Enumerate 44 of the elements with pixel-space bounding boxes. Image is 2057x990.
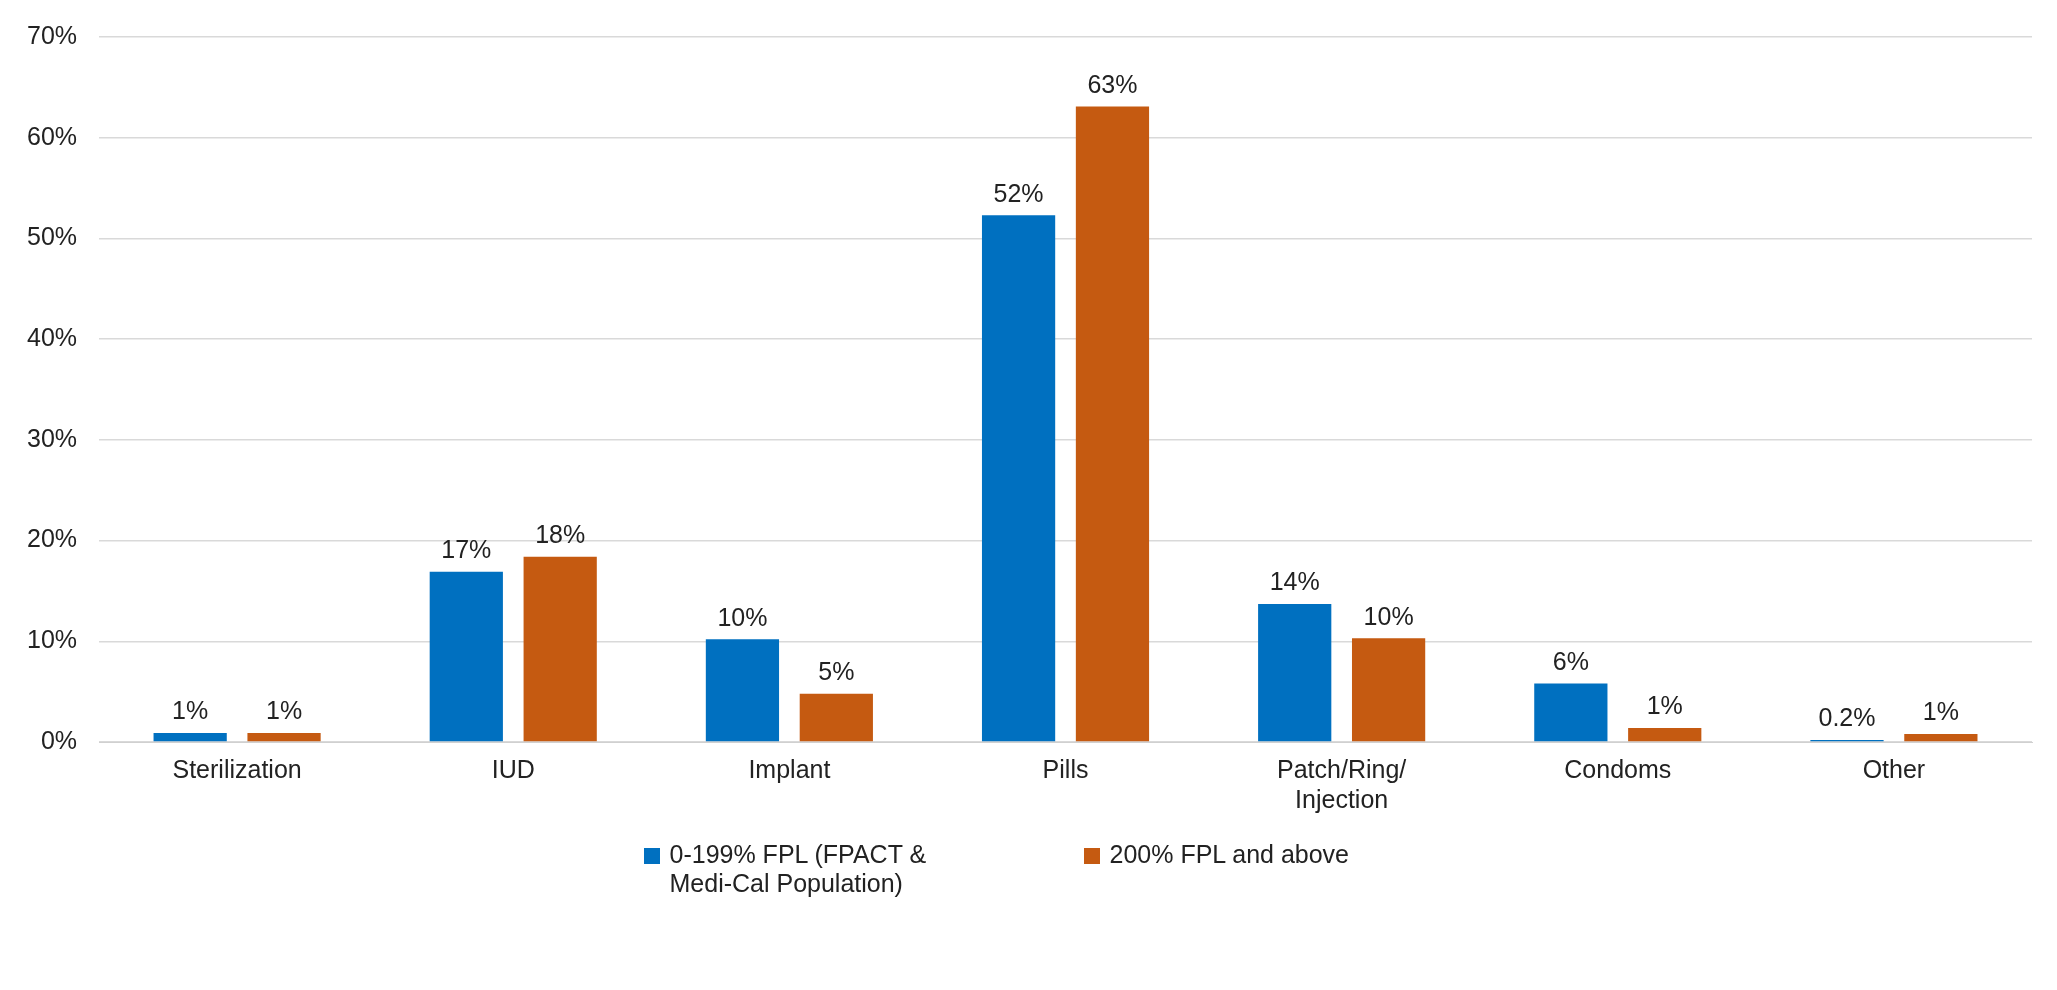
data-label: 10% xyxy=(717,602,768,631)
data-label: 1% xyxy=(1922,697,1959,726)
data-label: 1% xyxy=(172,696,209,725)
bar xyxy=(705,639,780,742)
data-label: 10% xyxy=(1363,601,1414,630)
x-tick-label: IUD xyxy=(491,754,535,783)
bar xyxy=(1258,604,1332,742)
y-tick-label: 10% xyxy=(26,625,78,654)
bar xyxy=(247,732,321,742)
bar xyxy=(1904,733,1978,742)
legend-label: 0-199% FPL (FPACT & Medi-Cal Population) xyxy=(669,840,928,898)
bar xyxy=(799,693,873,742)
x-tick-label: Sterilization xyxy=(172,754,302,783)
y-tick-label: 60% xyxy=(26,121,78,150)
bar xyxy=(1075,106,1150,742)
data-label: 5% xyxy=(818,657,855,686)
x-tick-label: Other xyxy=(1862,754,1926,783)
x-tick-label: Pills xyxy=(1042,754,1089,783)
x-tick-label: Condoms xyxy=(1564,754,1672,783)
data-label: 6% xyxy=(1552,646,1589,675)
y-tick-label: 70% xyxy=(26,20,78,49)
legend-label: 200% FPL and above xyxy=(1109,840,1350,869)
y-tick-label: 30% xyxy=(26,423,78,452)
y-tick-label: 20% xyxy=(26,524,78,553)
data-label: 18% xyxy=(535,520,586,549)
bar xyxy=(1351,638,1426,742)
data-label: 52% xyxy=(993,178,1044,207)
data-label: 0.2% xyxy=(1818,703,1876,732)
bar xyxy=(981,215,1056,742)
y-tick-label: 50% xyxy=(26,222,78,251)
bar xyxy=(153,732,227,742)
bar xyxy=(1628,727,1702,742)
data-label: 1% xyxy=(265,696,303,725)
y-tick-label: 0% xyxy=(40,725,78,754)
bar xyxy=(429,571,503,742)
y-tick-label: 40% xyxy=(26,323,78,352)
x-tick-label: Patch/Ring/ Injection xyxy=(1277,754,1407,813)
data-label: 63% xyxy=(1087,69,1138,98)
x-tick-label: Implant xyxy=(748,754,831,783)
data-label: 17% xyxy=(441,535,492,564)
bar xyxy=(1534,683,1608,742)
bar xyxy=(523,556,597,742)
data-label: 14% xyxy=(1269,567,1320,596)
data-label: 1% xyxy=(1646,691,1683,720)
